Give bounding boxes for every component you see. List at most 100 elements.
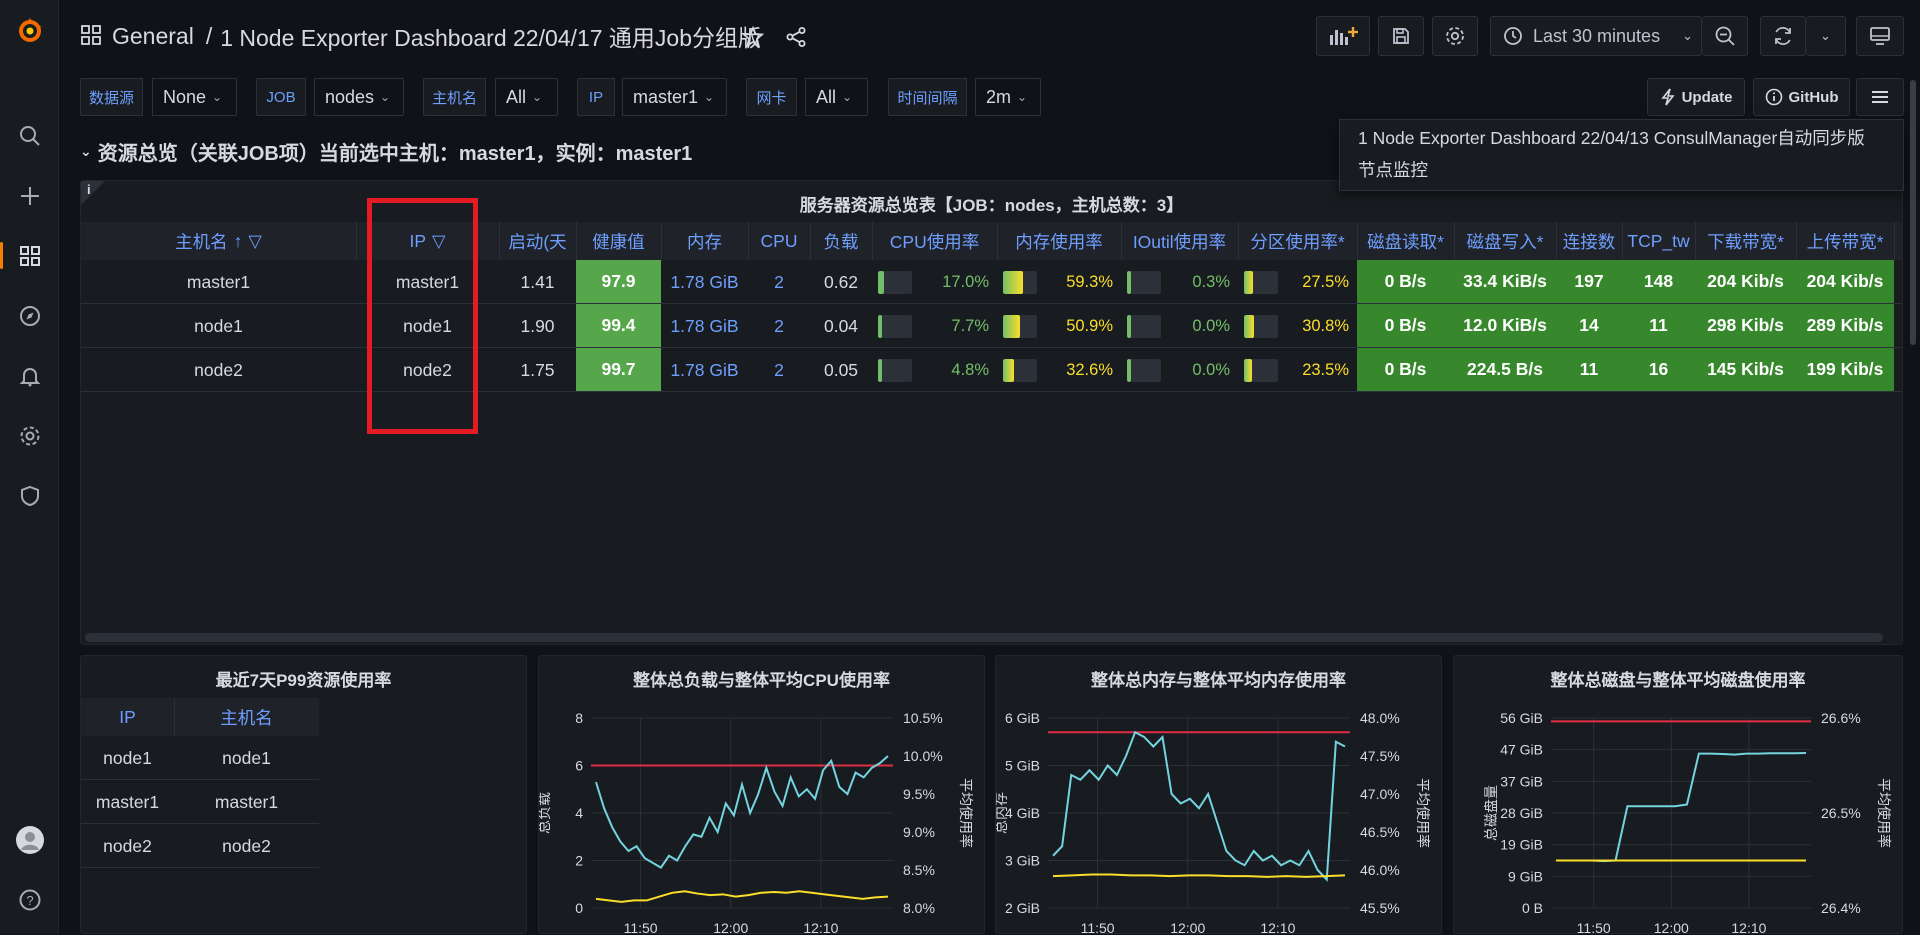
ip-column-highlight: [367, 198, 478, 434]
info-icon[interactable]: i: [87, 182, 91, 197]
series-line-secondary: [595, 890, 889, 903]
add-panel-button[interactable]: [1316, 16, 1370, 56]
gear-icon[interactable]: [12, 418, 47, 453]
chevron-down-icon: ⌄: [380, 90, 391, 104]
y-tick-label: 9 GiB: [1508, 868, 1543, 884]
dashboards-icon[interactable]: [0, 238, 47, 273]
table-cell-load: 0.04: [823, 315, 859, 336]
bar-gauge: [1127, 359, 1161, 382]
col-header-upload[interactable]: 上传带宽*: [1796, 222, 1895, 260]
x-tick-label: 11:50: [1577, 920, 1611, 935]
col-header-cpu[interactable]: CPU: [748, 222, 811, 260]
col-header-health[interactable]: 健康值: [576, 222, 662, 260]
col-header-mem[interactable]: 内存: [661, 222, 749, 260]
explore-icon[interactable]: [12, 298, 47, 333]
star-icon[interactable]: [741, 25, 767, 51]
col-header-download[interactable]: 下载带宽*: [1695, 222, 1797, 260]
table-cell-tcp-tw: 11: [1622, 304, 1696, 347]
filter-icon[interactable]: ▽: [432, 230, 446, 251]
bar-gauge-value: 27.5%: [1302, 272, 1349, 291]
breadcrumb-folder[interactable]: General: [112, 22, 194, 49]
col-header-uptime[interactable]: 启动(天: [499, 222, 577, 260]
page-scrollbar[interactable]: [1910, 80, 1916, 345]
bar-gauge-value: 7.7%: [951, 316, 989, 335]
col-header-ip[interactable]: IP ▽: [356, 222, 500, 260]
avatar[interactable]: [12, 822, 47, 857]
row-header[interactable]: ⌄ 资源总览（关联JOB项）当前选中主机：master1，实例：master1: [80, 136, 692, 166]
bolt-icon: [1660, 88, 1675, 106]
bar-gauge-value: 17.0%: [942, 272, 989, 291]
tv-mode-button[interactable]: [1856, 16, 1904, 56]
y2-tick-label: 9.0%: [903, 824, 935, 840]
series-line-secondary: [1052, 873, 1346, 878]
table-cell-cpu: 2: [774, 271, 784, 292]
var-select-interval[interactable]: 2m ⌄: [975, 78, 1041, 116]
filter-icon[interactable]: ▽: [248, 230, 262, 251]
var-label-hostname: 主机名: [423, 78, 486, 116]
breadcrumb: General / 1 Node Exporter Dashboard 22/0…: [112, 18, 761, 54]
table-cell-mem: 1.78 GiB: [670, 315, 739, 336]
col-header-load[interactable]: 负载: [810, 222, 873, 260]
search-icon[interactable]: [12, 118, 47, 153]
y-tick-label: 2: [575, 853, 583, 869]
update-link[interactable]: Update: [1647, 78, 1745, 116]
share-icon[interactable]: [784, 25, 810, 51]
dashboard-links-menu-button[interactable]: [1856, 78, 1904, 116]
row-divider: [81, 823, 319, 824]
table-cell-part-pct: 27.5%: [1238, 260, 1357, 304]
p99-cell-ip: node1: [103, 747, 152, 768]
col-header-cpu-usage[interactable]: CPU使用率: [872, 222, 998, 260]
col-header-tcp-tw[interactable]: TCP_tw: [1622, 222, 1696, 260]
col-header-disk-write[interactable]: 磁盘写入*: [1454, 222, 1557, 260]
table-cell-cpu-pct: 4.8%: [872, 348, 997, 392]
shield-icon[interactable]: [12, 478, 47, 513]
col-header-mem-usage[interactable]: 内存使用率: [997, 222, 1122, 260]
table-cell-cpu-pct: 17.0%: [872, 260, 997, 304]
refresh-interval-dropdown[interactable]: ⌄: [1806, 16, 1846, 56]
hamburger-icon: [1872, 91, 1888, 103]
y-tick-label: 6: [575, 758, 583, 774]
table-header-row: 主机名 ↑ ▽ IP ▽ 启动(天 健康值 内存 CPU 负载 CPU使用率 内存使用…: [81, 222, 1902, 260]
var-value-ip: master1: [633, 86, 699, 107]
y-tick-label: 4: [575, 805, 583, 821]
col-header-ioutil[interactable]: IOutil使用率: [1121, 222, 1239, 260]
dashboard-settings-button[interactable]: [1432, 16, 1478, 56]
time-range-picker[interactable]: Last 30 minutes ⌄: [1490, 16, 1702, 56]
dashboard-title[interactable]: 1 Node Exporter Dashboard 22/04/17 通用Job…: [220, 25, 761, 51]
horizontal-scrollbar[interactable]: [85, 633, 1883, 642]
github-link[interactable]: GitHub: [1753, 78, 1850, 116]
bar-gauge: [1127, 271, 1161, 294]
y2-tick-label: 26.6%: [1821, 710, 1861, 726]
refresh-button[interactable]: [1760, 16, 1806, 56]
row-title: 资源总览（关联JOB项）当前选中主机：master1，实例：master1: [97, 142, 693, 165]
dropdown-link-consul[interactable]: 1 Node Exporter Dashboard 22/04/13 Consu…: [1358, 128, 1865, 148]
col-header-host[interactable]: 主机名 ↑ ▽: [81, 222, 357, 260]
breadcrumb-separator: /: [205, 22, 213, 49]
var-select-hostname[interactable]: All ⌄: [495, 78, 558, 116]
save-dashboard-button[interactable]: [1378, 16, 1424, 56]
p99-cell-ip: master1: [95, 791, 160, 812]
p99-col-header-host[interactable]: 主机名: [220, 707, 273, 728]
plus-icon[interactable]: [12, 178, 47, 213]
help-icon[interactable]: ?: [12, 882, 47, 917]
bell-icon[interactable]: [12, 358, 47, 393]
bar-gauge: [878, 315, 912, 338]
var-select-job[interactable]: nodes ⌄: [314, 78, 404, 116]
dropdown-link-node-monitor[interactable]: 节点监控: [1358, 160, 1428, 180]
table-cell-host: node2: [194, 359, 243, 380]
col-header-partition[interactable]: 分区使用率*: [1238, 222, 1358, 260]
var-value-interval: 2m: [986, 86, 1012, 107]
var-select-ip[interactable]: master1 ⌄: [622, 78, 727, 116]
row-divider: [81, 347, 1902, 348]
col-header-connections[interactable]: 连接数: [1556, 222, 1623, 260]
var-select-nic[interactable]: All ⌄: [805, 78, 868, 116]
series-line-primary: [1052, 730, 1346, 882]
row-divider: [81, 867, 319, 868]
bar-gauge-value: 50.9%: [1066, 316, 1113, 335]
p99-col-header-ip[interactable]: IP: [81, 698, 175, 736]
grafana-logo-icon[interactable]: [12, 12, 47, 47]
var-select-datasource[interactable]: None ⌄: [152, 78, 237, 116]
bar-gauge-fill: [1003, 359, 1015, 382]
col-header-disk-read[interactable]: 磁盘读取*: [1357, 222, 1455, 260]
zoom-out-button[interactable]: [1702, 16, 1748, 56]
